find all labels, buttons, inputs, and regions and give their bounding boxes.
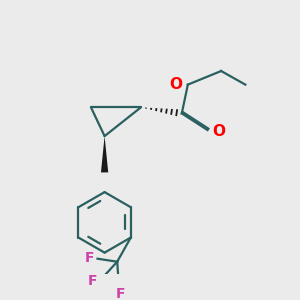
Text: O: O: [169, 76, 182, 92]
Text: F: F: [88, 274, 98, 288]
Text: F: F: [85, 251, 94, 265]
Text: F: F: [116, 286, 125, 300]
Polygon shape: [101, 136, 108, 172]
Text: O: O: [212, 124, 225, 139]
